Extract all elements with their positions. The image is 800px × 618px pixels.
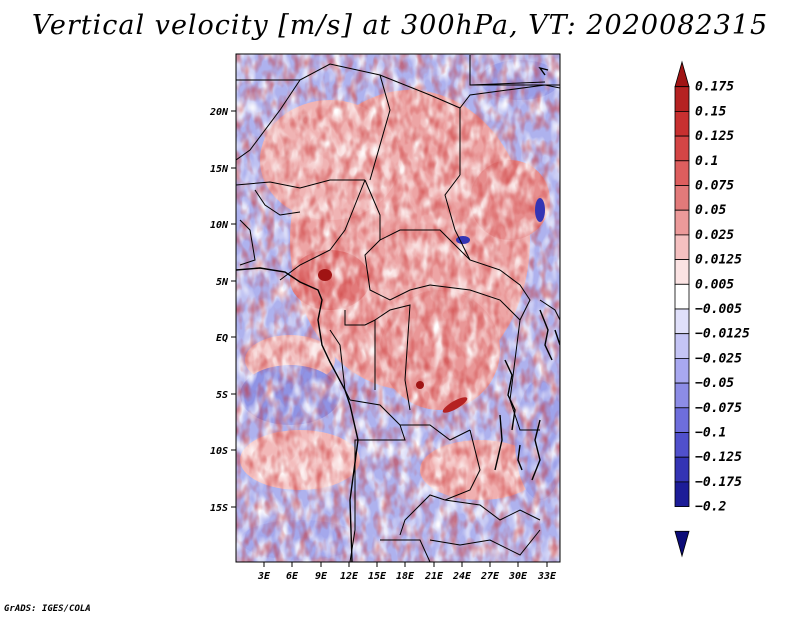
colorbar-bin <box>674 234 690 260</box>
colorbar-bin <box>674 456 690 483</box>
lon-label-6e: 6E <box>286 571 299 582</box>
colorbar-label: 0.005 <box>695 277 734 292</box>
colorbar-bin <box>674 60 690 88</box>
lon-label-30e: 30E <box>508 571 528 582</box>
latitude-labels: 20N 15N 10N 5N EQ 5S 10S 15S <box>209 107 229 514</box>
colorbar-bin <box>674 407 690 433</box>
colorbar-label: −0.05 <box>695 376 734 391</box>
colorbar-label: 0.05 <box>695 203 726 218</box>
lat-label-15s: 15S <box>210 503 228 514</box>
grads-credit: GrADS: IGES/COLA <box>4 604 91 614</box>
colorbar-label: −0.2 <box>695 500 726 515</box>
lat-label-10n: 10N <box>210 220 229 231</box>
velocity-field <box>236 54 560 562</box>
colorbar-label: 0.075 <box>695 179 734 194</box>
lon-label-9e: 9E <box>315 571 328 582</box>
lon-label-33e: 33E <box>537 571 557 582</box>
lat-label-10s: 10S <box>210 446 228 457</box>
map-frame <box>235 53 561 563</box>
lon-label-3e: 3E <box>257 571 271 582</box>
longitude-axis <box>263 562 548 567</box>
colorbar-bin <box>674 333 690 359</box>
lon-label-21e: 21E <box>424 571 444 582</box>
colorbar-label: −0.1 <box>695 426 726 441</box>
colorbar-bin <box>674 432 690 458</box>
colorbar-label: 0.175 <box>695 80 734 95</box>
colorbar-bin <box>674 530 690 558</box>
colorbar-bin <box>674 308 690 335</box>
colorbar-label: 0.15 <box>695 104 726 119</box>
lat-label-20n: 20N <box>209 107 229 118</box>
colorbar-bin <box>674 86 690 112</box>
lon-label-24e: 24E <box>452 571 472 582</box>
lon-label-15e: 15E <box>368 571 387 582</box>
colorbar-bin <box>674 357 690 384</box>
colorbar-bin <box>674 259 690 285</box>
colorbar-label: 0.0125 <box>695 253 742 268</box>
longitude-labels: 3E 6E 9E 12E 15E 18E 21E 24E 27E 30E 33E <box>257 571 557 582</box>
colorbar-label: 0.1 <box>695 154 718 169</box>
colorbar-bin <box>674 111 690 137</box>
lat-label-5s: 5S <box>216 390 228 401</box>
colorbar-bin <box>674 209 690 236</box>
lon-label-27e: 27E <box>480 571 500 582</box>
map-title: Vertical velocity [m/s] at 300hPa, VT: 2… <box>31 10 769 41</box>
colorbar-label: −0.025 <box>695 351 742 366</box>
colorbar-label: −0.175 <box>695 475 742 490</box>
lon-label-18e: 18E <box>396 571 415 582</box>
lat-label-5n: 5N <box>216 277 229 288</box>
colorbar-bin <box>674 283 690 310</box>
colorbar-bin <box>674 135 690 162</box>
colorbar-label: −0.005 <box>695 302 742 317</box>
colorbar: 0.175 0.15 0.125 0.1 0.075 0.05 0.025 0.0125 0.0… <box>674 60 750 558</box>
latitude-axis <box>231 110 236 508</box>
lon-label-12e: 12E <box>340 571 359 582</box>
colorbar-bin <box>674 382 690 409</box>
colorbar-label: −0.075 <box>695 401 742 416</box>
colorbar-label: −0.125 <box>695 450 742 465</box>
colorbar-label: 0.125 <box>695 129 734 144</box>
colorbar-label: 0.025 <box>695 228 734 243</box>
colorbar-label: −0.0125 <box>695 327 750 342</box>
colorbar-bin <box>674 160 690 186</box>
colorbar-bin <box>674 481 690 507</box>
colorbar-bin <box>674 185 690 211</box>
lat-label-15n: 15N <box>210 164 229 175</box>
lat-label-eq: EQ <box>216 333 228 344</box>
